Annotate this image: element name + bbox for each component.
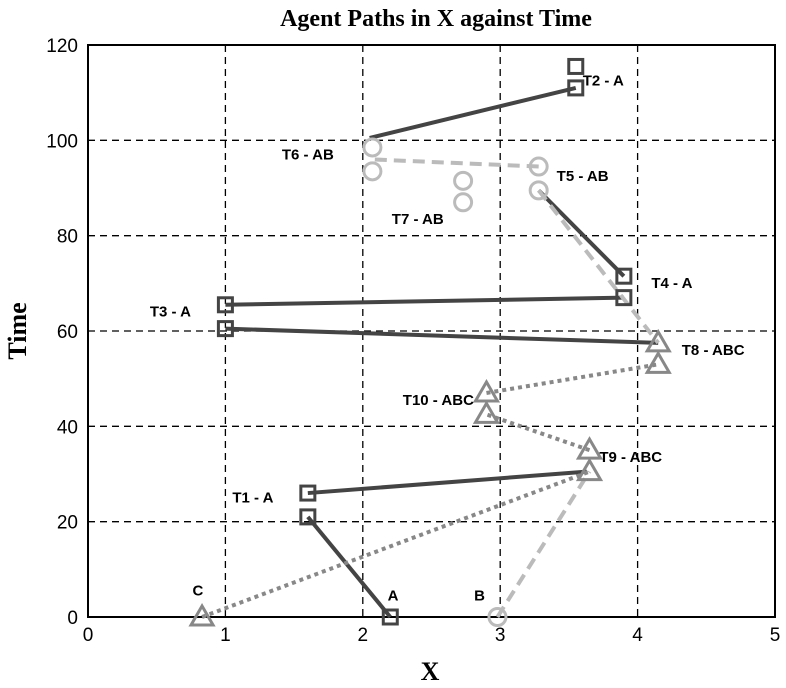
square-marker bbox=[216, 296, 234, 314]
x-tick-label: 5 bbox=[770, 625, 781, 646]
x-axis-ticks: 0 1 2 3 4 5 bbox=[83, 625, 781, 646]
path-segment-c bbox=[485, 412, 591, 453]
square-marker bbox=[567, 79, 585, 97]
square-marker bbox=[615, 289, 633, 307]
x-axis-label: X bbox=[421, 657, 440, 686]
path-annotation: T3 - A bbox=[150, 304, 191, 321]
y-axis-label: Time bbox=[3, 302, 32, 359]
path-annotation: T6 - AB bbox=[282, 146, 334, 163]
y-tick-label: 40 bbox=[57, 417, 78, 438]
y-tick-label: 60 bbox=[57, 322, 78, 343]
path-segment-a bbox=[369, 85, 577, 140]
circle-marker bbox=[453, 192, 474, 213]
circle-marker bbox=[362, 137, 383, 158]
path-segment-c bbox=[486, 362, 659, 395]
square-marker bbox=[567, 57, 585, 75]
path-annotation: B bbox=[474, 587, 485, 604]
triangle-marker bbox=[644, 350, 672, 374]
y-axis-ticks: 0 20 40 60 80 100 120 bbox=[46, 36, 78, 629]
path-segment-b bbox=[537, 189, 660, 345]
path-annotation: A bbox=[388, 587, 399, 604]
path-segment-b bbox=[495, 470, 592, 619]
square-marker bbox=[299, 484, 317, 502]
path-segment-c bbox=[201, 469, 591, 619]
x-tick-label: 3 bbox=[495, 625, 506, 646]
circle-marker bbox=[453, 170, 474, 191]
circle-marker bbox=[528, 156, 549, 177]
path-segment-a bbox=[307, 469, 587, 496]
y-tick-label: 20 bbox=[57, 513, 78, 534]
y-tick-label: 120 bbox=[46, 36, 78, 57]
y-tick-label: 100 bbox=[46, 131, 78, 152]
x-tick-label: 0 bbox=[83, 625, 94, 646]
grid-lines bbox=[88, 45, 775, 617]
path-segment-a bbox=[306, 515, 392, 619]
path-segment-a bbox=[537, 188, 626, 278]
path-annotation: T5 - AB bbox=[557, 168, 609, 185]
triangle-marker bbox=[575, 436, 604, 460]
circle-marker bbox=[362, 161, 383, 182]
path-annotation: T7 - AB bbox=[392, 211, 444, 228]
triangle-marker bbox=[472, 400, 501, 424]
y-tick-label: 80 bbox=[57, 227, 78, 248]
circle-marker bbox=[528, 180, 549, 201]
annotations: A B C T1 - A T2 - A T3 - A T4 - A T5 - AB T6 - A… bbox=[150, 73, 745, 605]
triangle-marker bbox=[575, 457, 604, 482]
x-tick-label: 4 bbox=[632, 625, 643, 646]
square-marker bbox=[381, 608, 399, 626]
path-annotation: T8 - ABC bbox=[682, 342, 745, 359]
path-segment-a bbox=[225, 326, 659, 345]
square-marker bbox=[299, 508, 317, 526]
data-markers bbox=[188, 57, 672, 627]
path-annotation: T1 - A bbox=[232, 490, 273, 507]
path-annotation: C bbox=[192, 583, 203, 600]
path-annotation: T4 - A bbox=[651, 275, 692, 292]
path-annotation: T9 - ABC bbox=[599, 449, 662, 466]
path-annotation: T2 - A bbox=[583, 73, 624, 90]
square-marker bbox=[216, 320, 234, 338]
square-marker bbox=[615, 267, 633, 285]
triangle-marker bbox=[188, 603, 216, 627]
series-lines bbox=[201, 85, 660, 619]
triangle-marker bbox=[472, 378, 501, 403]
x-tick-label: 1 bbox=[220, 625, 231, 646]
path-annotation: T10 - ABC bbox=[403, 392, 474, 409]
y-tick-label: 0 bbox=[67, 608, 78, 629]
path-segment-a bbox=[225, 295, 624, 307]
chart-title: Agent Paths in X against Time bbox=[280, 6, 592, 32]
triangle-marker bbox=[644, 328, 672, 353]
path-segment-b bbox=[372, 157, 539, 169]
circle-marker bbox=[487, 607, 508, 627]
x-tick-label: 2 bbox=[358, 625, 369, 646]
plot-frame bbox=[87, 44, 776, 618]
